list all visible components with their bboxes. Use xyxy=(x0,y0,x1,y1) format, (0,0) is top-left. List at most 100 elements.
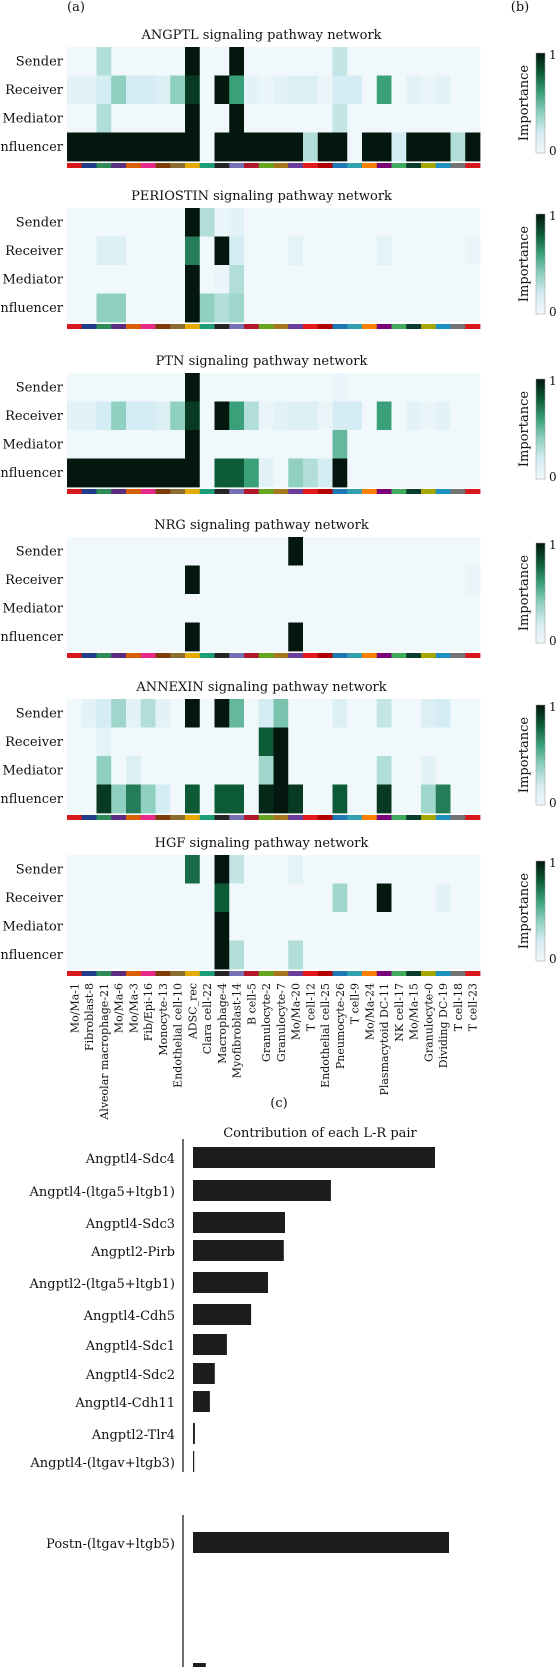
heatmap-cell xyxy=(155,75,171,105)
group-color-cell xyxy=(185,163,201,168)
heatmap-cell xyxy=(258,401,274,431)
heatmap-cell xyxy=(288,883,304,913)
heatmap-cell xyxy=(332,458,348,488)
heatmap-cell xyxy=(67,912,83,941)
group-color-cell xyxy=(126,971,142,976)
heatmap-cell xyxy=(347,373,363,402)
heatmap-cell xyxy=(140,537,156,566)
heatmap-cell xyxy=(347,727,363,757)
heatmap-cell xyxy=(140,594,156,623)
heatmap-cell xyxy=(362,132,378,162)
heatmap-cell xyxy=(303,855,319,884)
heatmap-cell xyxy=(391,293,407,323)
group-color-cell xyxy=(376,971,392,976)
heatmap-cell xyxy=(155,784,171,814)
heatmap-cell xyxy=(317,47,333,76)
heatmap-cell xyxy=(465,699,481,728)
heatmap-cell xyxy=(199,622,215,652)
heatmap-cell xyxy=(126,208,142,237)
heatmap-cell xyxy=(465,458,481,488)
colorbar xyxy=(535,542,546,644)
heatmap-cell xyxy=(199,594,215,623)
heatmap-cell xyxy=(421,458,437,488)
heatmap-cell xyxy=(170,104,186,133)
heatmap-cell xyxy=(421,727,437,757)
heatmap-cell xyxy=(185,132,201,162)
heatmap-cell xyxy=(67,265,83,294)
group-color-cell xyxy=(288,324,304,329)
heatmap-cell xyxy=(199,104,215,133)
heatmap-cell xyxy=(199,208,215,237)
heatmap-cell xyxy=(67,565,83,595)
heatmap-cell xyxy=(391,699,407,728)
heatmap-cell xyxy=(185,265,201,294)
heatmap-cell xyxy=(303,47,319,76)
heatmap-cell xyxy=(185,373,201,402)
heatmap-cell xyxy=(317,756,333,785)
heatmap-cell xyxy=(140,756,156,785)
group-color-cell xyxy=(185,971,201,976)
heatmap-cell xyxy=(288,430,304,459)
heatmap-cell xyxy=(303,537,319,566)
heatmap-cell xyxy=(244,537,260,566)
heatmap-cell xyxy=(376,430,392,459)
heatmap-cell xyxy=(376,784,392,814)
heatmap-cell xyxy=(332,622,348,652)
heatmap-cell xyxy=(229,430,245,459)
heatmap-cell xyxy=(273,622,289,652)
group-color-cell xyxy=(170,324,186,329)
heatmap-cell xyxy=(347,594,363,623)
group-color-cell xyxy=(155,163,171,168)
heatmap-cell xyxy=(170,373,186,402)
heatmap-cell xyxy=(303,401,319,431)
heatmap-cell xyxy=(126,565,142,595)
heatmap-cell xyxy=(140,373,156,402)
heatmap-cell xyxy=(317,293,333,323)
heatmap-cell xyxy=(317,594,333,623)
heatmap-cell xyxy=(303,699,319,728)
heatmap-cell xyxy=(303,784,319,814)
heatmap-cell xyxy=(347,430,363,459)
heatmap-cell xyxy=(391,132,407,162)
group-color-cell xyxy=(111,815,127,820)
group-color-cell xyxy=(421,815,437,820)
heatmap-cell xyxy=(406,699,422,728)
heatmap-cell xyxy=(214,594,230,623)
row-label-mediator: Mediator xyxy=(3,111,64,126)
heatmap-title: PTN signaling pathway network xyxy=(156,354,368,369)
heatmap-cell xyxy=(111,401,127,431)
heatmap-cell xyxy=(214,373,230,402)
heatmap-cell xyxy=(435,756,451,785)
heatmap-cell xyxy=(67,47,83,76)
heatmap-cell xyxy=(155,855,171,884)
heatmap-cell xyxy=(229,940,245,970)
group-color-cell xyxy=(273,971,289,976)
heatmap-cell xyxy=(406,47,422,76)
group-color-cell xyxy=(273,163,289,168)
colorbar-max-label: 1 xyxy=(549,856,557,870)
row-label-sender: Sender xyxy=(16,706,64,721)
heatmap-cell xyxy=(96,940,112,970)
group-color-cell xyxy=(303,489,319,494)
cell-type-label: Granulocyte-0 xyxy=(422,983,435,1062)
cell-type-label: Endothelial cell-10 xyxy=(172,983,185,1088)
heatmap-cell xyxy=(435,208,451,237)
heatmap-cell xyxy=(258,912,274,941)
heatmap-cell xyxy=(214,132,230,162)
heatmap-cell xyxy=(244,784,260,814)
heatmap-cell xyxy=(214,855,230,884)
heatmap-cell xyxy=(332,132,348,162)
heatmap-cell xyxy=(391,236,407,266)
heatmap-cell xyxy=(185,208,201,237)
heatmap-cell xyxy=(317,883,333,913)
heatmap-cell xyxy=(317,430,333,459)
group-color-cell xyxy=(155,324,171,329)
heatmap-cell xyxy=(111,430,127,459)
heatmap-cell xyxy=(111,883,127,913)
heatmap-cell xyxy=(214,458,230,488)
heatmap-cell xyxy=(81,594,97,623)
heatmap-title: ANGPTL signaling pathway network xyxy=(140,28,381,43)
heatmap-cell xyxy=(258,756,274,785)
heatmap-cell xyxy=(273,47,289,76)
cell-type-label: Granulocyte-7 xyxy=(275,983,288,1062)
